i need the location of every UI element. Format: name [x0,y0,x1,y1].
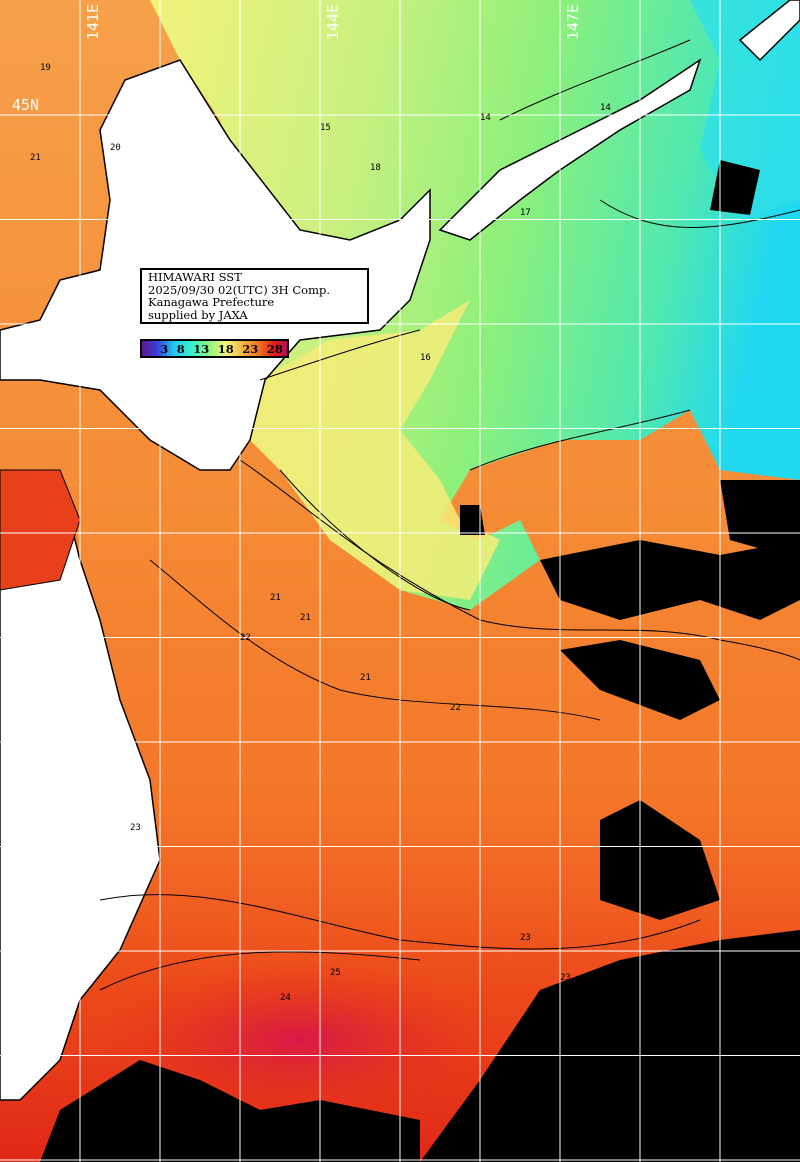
contour-label: 19 [40,63,51,73]
contour-label: 22 [450,703,461,713]
colorbar-tick: 23 [242,341,259,356]
colorbar-tick: 3 [160,341,169,356]
contour-label: 23 [130,823,141,833]
map-title: HIMAWARI SST [148,270,242,284]
latitude-label-45n: 45N [12,96,39,114]
map-credit: supplied by JAXA [148,307,248,322]
land-kurils-2 [738,0,800,62]
contour-labels: 19 20 21 15 14 18 17 16 14 21 22 21 23 21 22 23 24 25 23 [30,63,611,1003]
contour-label: 24 [280,993,291,1003]
temperature-colorbar: 3 8 13 18 23 28 [140,339,289,358]
land [0,0,800,1101]
land-kurils-1 [438,58,702,241]
contour-label: 21 [300,613,311,623]
contour-label: 22 [240,633,251,643]
map-region: Kanagawa Prefecture [148,295,275,309]
longitude-label-147e: 147E [564,4,582,40]
contour-label: 17 [520,208,531,218]
contour-label: 23 [560,973,571,983]
contour-label: 21 [270,593,281,603]
graticule-labels: 141E 144E 147E 45N [12,4,582,114]
contour-label: 20 [110,143,121,153]
contour-label: 23 [520,933,531,943]
colorbar-tick: 28 [266,341,283,356]
longitude-label-141e: 141E [84,4,102,40]
isotherm-contours [99,39,800,991]
cloud-mask [40,160,800,1162]
longitude-label-144e: 144E [324,4,342,40]
colorbar-tick: 13 [193,341,210,356]
colorbar-tick: 8 [176,341,185,356]
contour-label: 14 [600,103,611,113]
contour-label: 21 [360,673,371,683]
contour-label: 18 [370,163,381,173]
warm-bay [0,469,81,591]
cyan-sea-area [690,0,800,220]
contour-label: 14 [480,113,491,123]
map-info-box: HIMAWARI SST 2025/09/30 02(UTC) 3H Comp.… [140,268,369,324]
contour-label: 16 [420,353,431,363]
colorbar-tick: 18 [217,341,234,356]
contour-label: 21 [30,153,41,163]
map-datetime: 2025/09/30 02(UTC) 3H Comp. [148,282,331,297]
contour-label: 15 [320,123,331,133]
yellow-sea-band [250,300,500,600]
contour-label: 25 [330,968,341,978]
